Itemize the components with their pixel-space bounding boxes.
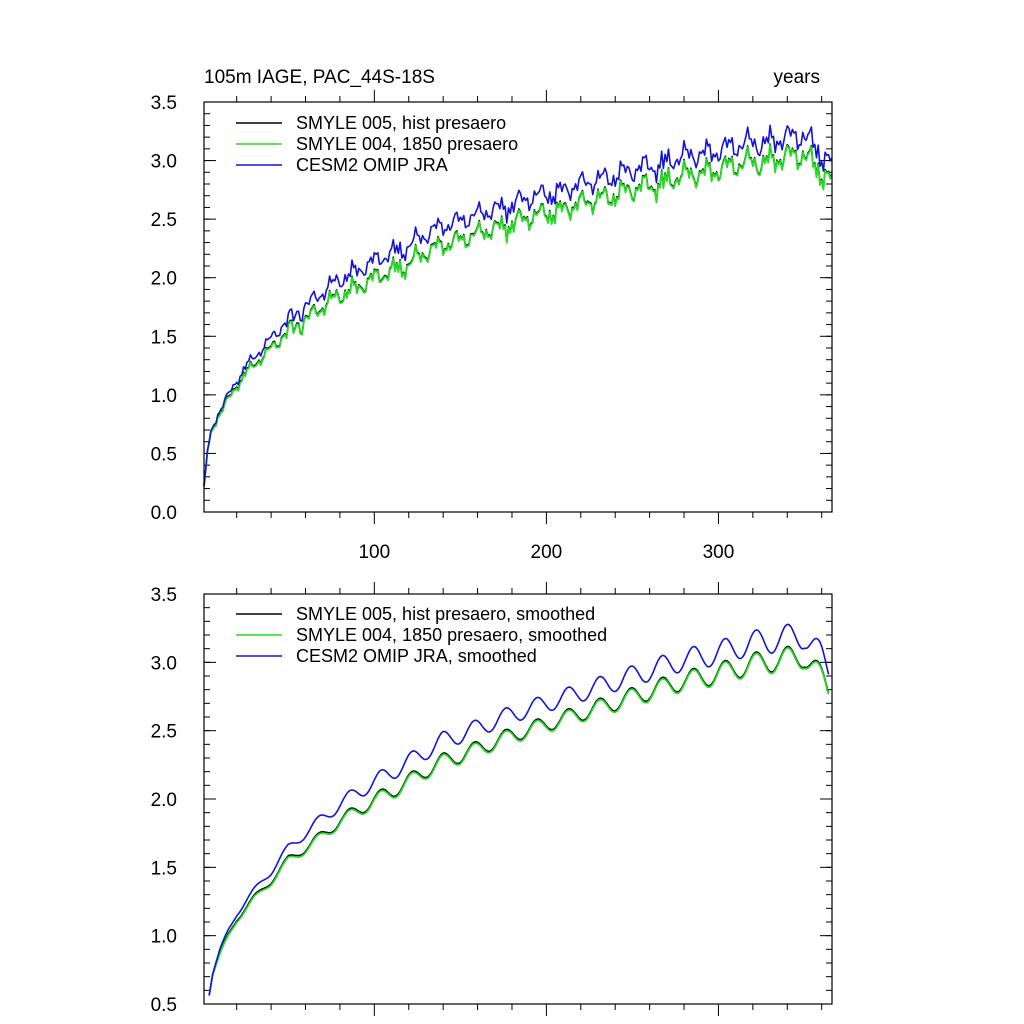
legend-label-3: CESM2 OMIP JRA, smoothed bbox=[296, 646, 537, 666]
legend-label-1: SMYLE 005, hist presaero bbox=[296, 113, 506, 133]
series-line-1 bbox=[208, 645, 830, 996]
x-tick-label: 300 bbox=[703, 542, 735, 563]
bottom-chart-frame bbox=[203, 593, 833, 1005]
y-tick-label: 2.0 bbox=[151, 790, 177, 811]
y-tick-label: 3.5 bbox=[151, 585, 177, 606]
x-tick-label: 200 bbox=[531, 542, 563, 563]
top-chart-frame bbox=[203, 101, 833, 513]
y-tick-label: 2.5 bbox=[151, 210, 177, 231]
bottom-chart-legend: SMYLE 005, hist presaero, smoothedSMYLE … bbox=[236, 604, 607, 666]
chart-title: 105m IAGE, PAC_44S-18S bbox=[204, 67, 435, 88]
y-tick-label: 3.0 bbox=[151, 653, 177, 674]
y-tick-label: 1.5 bbox=[151, 327, 177, 348]
y-tick-label: 2.5 bbox=[151, 722, 177, 743]
y-tick-label: 1.0 bbox=[151, 386, 177, 407]
y-tick-label: 0.5 bbox=[151, 444, 177, 465]
y-tick-label: 1.0 bbox=[151, 927, 177, 948]
top-chart-panel: 105m IAGE, PAC_44S-18S years 0.0 0.5 1.0 1.… bbox=[151, 67, 833, 563]
y-tick-label: 0.0 bbox=[151, 503, 177, 524]
x-tick-label: 100 bbox=[358, 542, 390, 563]
series-line-3 bbox=[208, 623, 830, 996]
bottom-chart-series bbox=[208, 623, 830, 996]
y-tick-label: 0.5 bbox=[151, 995, 177, 1016]
legend-label-2: SMYLE 004, 1850 presaero, smoothed bbox=[296, 625, 607, 645]
y-tick-label: 3.0 bbox=[151, 152, 177, 173]
legend-label-1: SMYLE 005, hist presaero, smoothed bbox=[296, 604, 595, 624]
chart-units-label: years bbox=[774, 67, 820, 88]
y-tick-label: 3.5 bbox=[151, 93, 177, 114]
series-line-3 bbox=[203, 124, 833, 487]
series-line-2 bbox=[203, 144, 833, 487]
legend-label-3: CESM2 OMIP JRA bbox=[296, 155, 448, 175]
y-tick-label: 1.5 bbox=[151, 858, 177, 879]
top-chart-series bbox=[203, 124, 833, 487]
legend-label-2: SMYLE 004, 1850 presaero bbox=[296, 134, 518, 154]
bottom-chart-panel: 0.5 1.0 1.5 2.0 2.5 3.0 3.5 SMYLE 005, hist pr… bbox=[151, 582, 833, 1016]
y-tick-label: 2.0 bbox=[151, 269, 177, 290]
series-line-2 bbox=[208, 647, 830, 996]
top-chart-axes: 0.0 0.5 1.0 1.5 2.0 2.5 3.0 3.5 100 200 300 bbox=[151, 90, 832, 563]
